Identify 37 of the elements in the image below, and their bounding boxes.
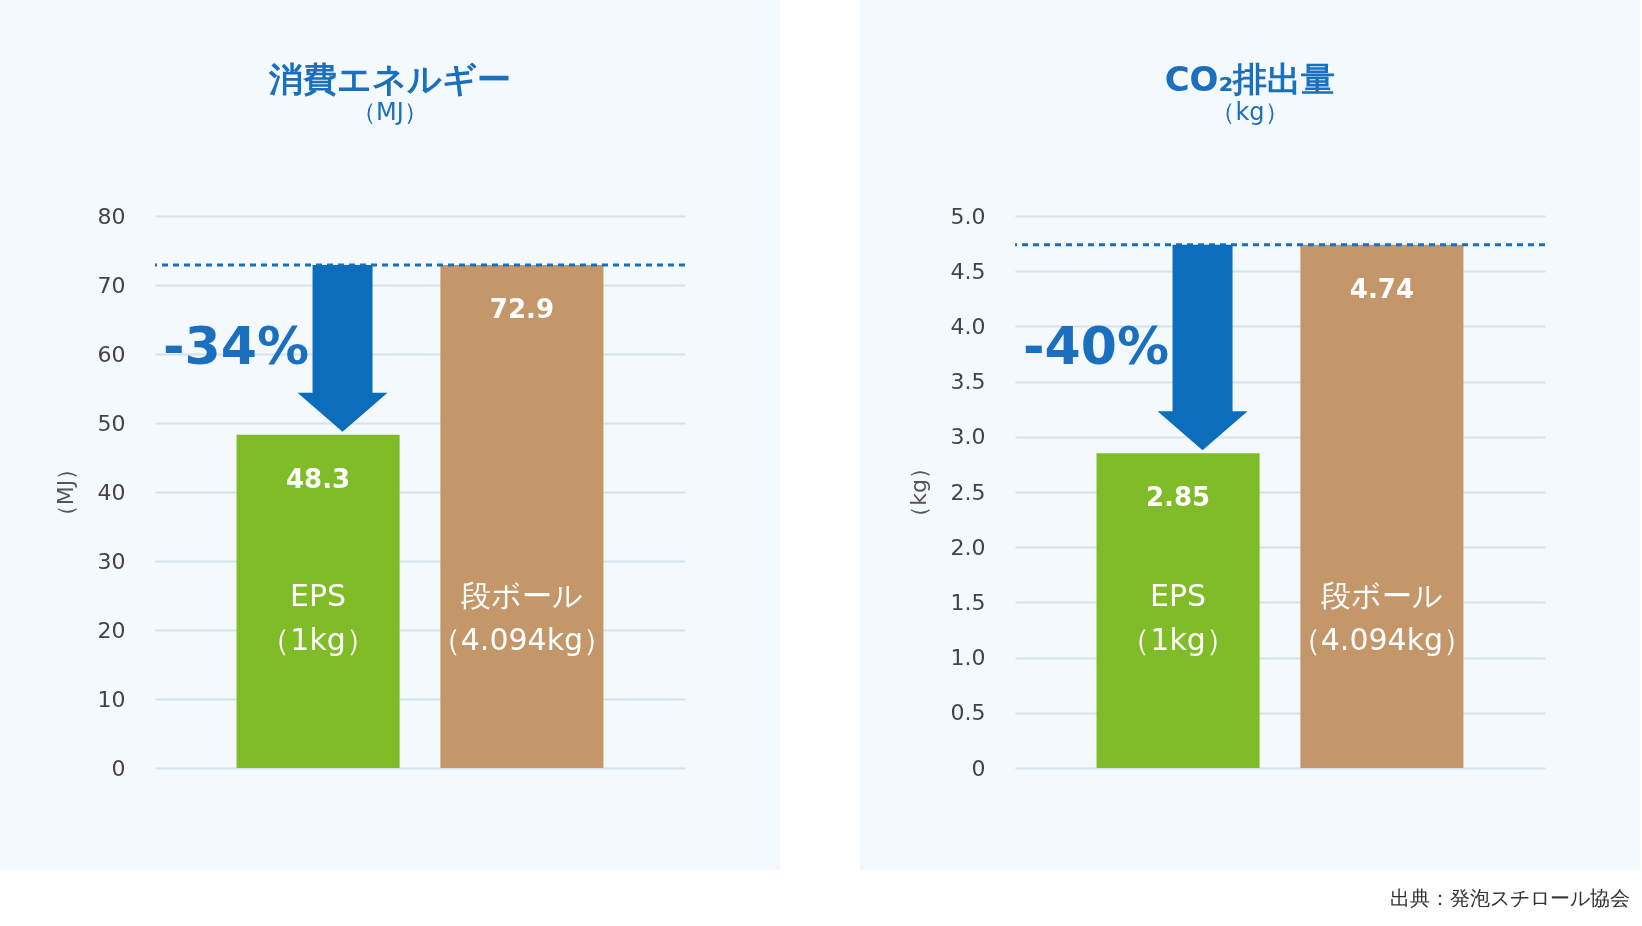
- chart-title: CO₂排出量: [1164, 59, 1336, 99]
- y-tick-label: 10: [97, 686, 126, 712]
- y-tick-label: 1.0: [950, 645, 986, 671]
- chart-subtitle: （kg）: [1211, 98, 1289, 126]
- x-tick-label: EPS（1kg）: [1120, 577, 1236, 657]
- y-tick-label: 40: [97, 479, 126, 505]
- y-tick-label: 0: [111, 755, 126, 781]
- y-tick-label: 3.0: [950, 424, 986, 450]
- y-tick-label: 4.5: [950, 258, 986, 284]
- y-tick-label: 30: [97, 548, 126, 574]
- y-tick-label: 20: [97, 617, 126, 643]
- y-tick-label: 80: [97, 203, 126, 229]
- y-tick-label: 5.0: [950, 203, 986, 229]
- y-tick-label: 0.5: [950, 700, 986, 726]
- y-tick-label: 70: [97, 272, 126, 298]
- y-tick-label: 3.5: [950, 369, 986, 395]
- data-label: 72.9: [489, 293, 554, 324]
- chart-subtitle: （MJ）: [352, 98, 428, 126]
- data-label: 4.74: [1349, 273, 1414, 304]
- y-tick-label: 50: [97, 410, 126, 436]
- data-label: 2.85: [1146, 482, 1211, 513]
- y-tick-label: 1.5: [950, 589, 986, 615]
- chart-title: 消費エネルギー: [268, 59, 511, 99]
- x-tick-label: 段ボール（4.094kg）: [1290, 577, 1474, 657]
- y-axis-title: （kg）: [905, 457, 931, 528]
- x-tick-label: EPS（1kg）: [260, 577, 376, 657]
- annotation: -34%: [163, 316, 310, 377]
- data-label: 48.3: [286, 463, 351, 494]
- source-note: 出典：発泡スチロール協会: [1390, 885, 1630, 912]
- y-tick-label: 0: [971, 755, 986, 781]
- y-tick-label: 60: [97, 341, 126, 367]
- x-tick-label: 段ボール（4.094kg）: [430, 577, 614, 657]
- y-tick-label: 2.5: [950, 479, 986, 505]
- y-axis-title: （MJ）: [52, 457, 78, 528]
- y-tick-label: 2.0: [950, 534, 986, 560]
- annotation: -40%: [1023, 316, 1170, 377]
- y-tick-label: 4.0: [950, 313, 986, 339]
